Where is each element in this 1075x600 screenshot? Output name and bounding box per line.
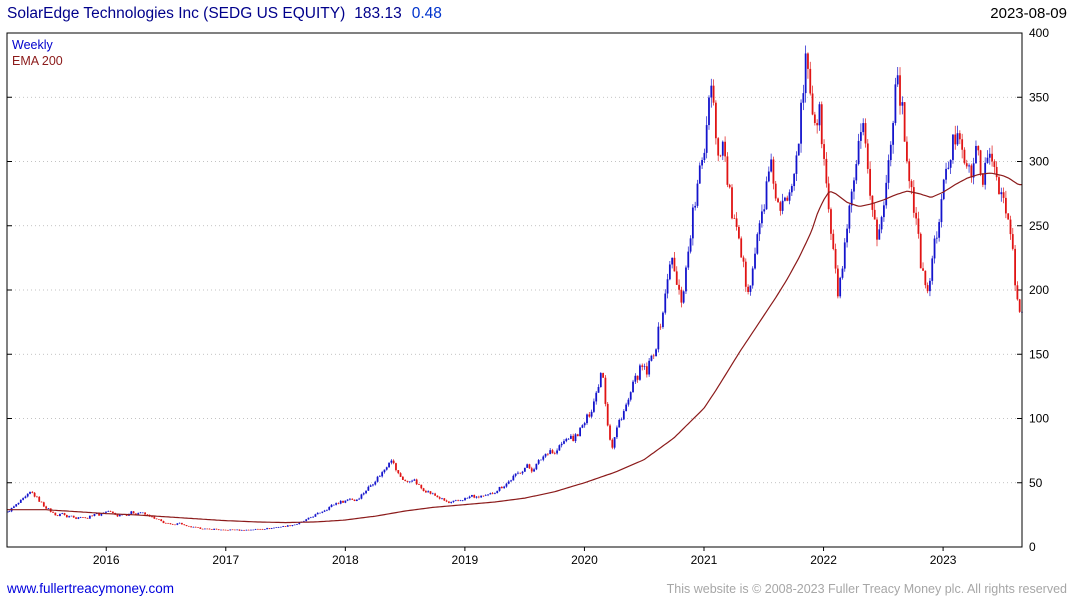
y-axis-label: 100: [1029, 412, 1049, 426]
as-of-date: 2023-08-09: [990, 5, 1067, 22]
y-axis-label: 0: [1029, 540, 1036, 554]
legend-ema-label: EMA 200: [12, 54, 63, 68]
copyright-text: This website is © 2008-2023 Fuller Treac…: [666, 582, 1067, 596]
x-axis-label: 2021: [691, 553, 718, 567]
price-change: 0.48: [411, 5, 442, 22]
y-axis-label: 150: [1029, 347, 1049, 361]
x-axis-label: 2023: [930, 553, 957, 567]
y-axis-label: 200: [1029, 283, 1049, 297]
ema-line: [7, 172, 1022, 524]
chart-legend: Weekly EMA 200: [12, 37, 63, 69]
y-axis-label: 400: [1029, 26, 1049, 40]
x-axis-label: 2016: [93, 553, 120, 567]
last-price: 183.13: [354, 5, 402, 22]
legend-weekly-label: Weekly: [12, 38, 53, 52]
page-footer: www.fullertreacymoney.com This website i…: [7, 581, 1067, 596]
x-axis-label: 2022: [810, 553, 837, 567]
x-axis-label: 2017: [212, 553, 239, 567]
x-axis-label: 2018: [332, 553, 359, 567]
x-axis-label: 2020: [571, 553, 598, 567]
y-axis-label: 250: [1029, 219, 1049, 233]
plot-frame: [6, 32, 1023, 548]
y-axis-label: 300: [1029, 155, 1049, 169]
y-axis-label: 350: [1029, 90, 1049, 104]
chart-header: SolarEdge Technologies Inc (SEDG US EQUI…: [7, 5, 1067, 23]
site-link[interactable]: www.fullertreacymoney.com: [7, 581, 175, 596]
y-axis-label: 50: [1029, 476, 1043, 490]
candles: [7, 45, 1023, 531]
chart-title: SolarEdge Technologies Inc (SEDG US EQUI…: [7, 5, 346, 22]
x-axis-label: 2019: [452, 553, 479, 567]
